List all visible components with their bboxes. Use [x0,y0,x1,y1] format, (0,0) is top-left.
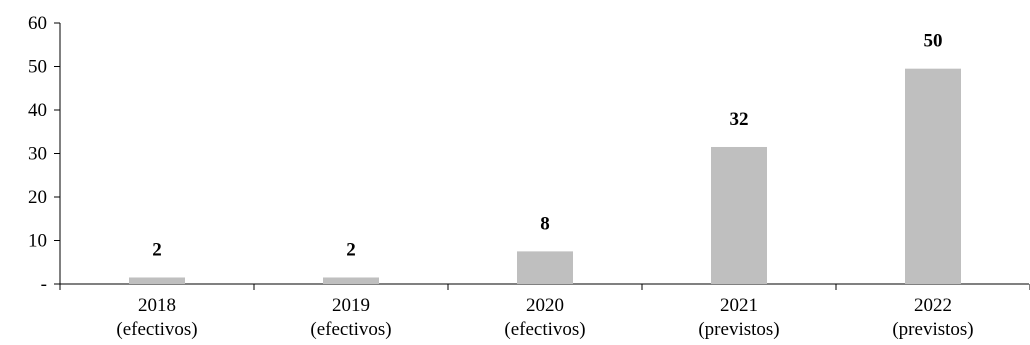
y-tick-label: 30 [28,144,47,165]
y-tick-label: 50 [28,57,47,78]
y-tick-label: 20 [28,187,47,208]
x-category-label: 2022 [914,295,952,316]
x-category-label: (efectivos) [116,319,197,340]
x-category-label: (previstos) [698,319,779,340]
data-labels: 2 2 8 32 50 [152,31,942,261]
data-label: 2 [346,239,356,260]
data-label: 32 [730,109,749,130]
data-label: 50 [924,31,943,52]
x-axis: 2018 (efectivos) 2019 (efectivos) 2020 (efect… [59,283,1030,340]
bar [905,68,961,284]
y-tick-label: 60 [28,13,47,34]
y-tick-label: - [41,274,47,295]
bar [129,277,185,284]
x-category-label: (efectivos) [504,319,585,340]
x-category-label: 2019 [332,295,370,316]
x-category-label: (previstos) [892,319,973,340]
y-tick-label: 10 [28,231,47,252]
y-axis: - 10 20 30 40 50 60 [28,13,61,295]
x-category-label: 2018 [138,295,176,316]
data-label: 2 [152,239,162,260]
x-category-label: 2021 [720,295,758,316]
x-category-label: 2020 [526,295,564,316]
bar [323,277,379,284]
x-category-label: (efectivos) [310,319,391,340]
bar [711,146,767,284]
data-label: 8 [540,213,550,234]
bar [517,251,573,284]
bars [129,68,961,284]
y-tick-label: 40 [28,100,47,121]
